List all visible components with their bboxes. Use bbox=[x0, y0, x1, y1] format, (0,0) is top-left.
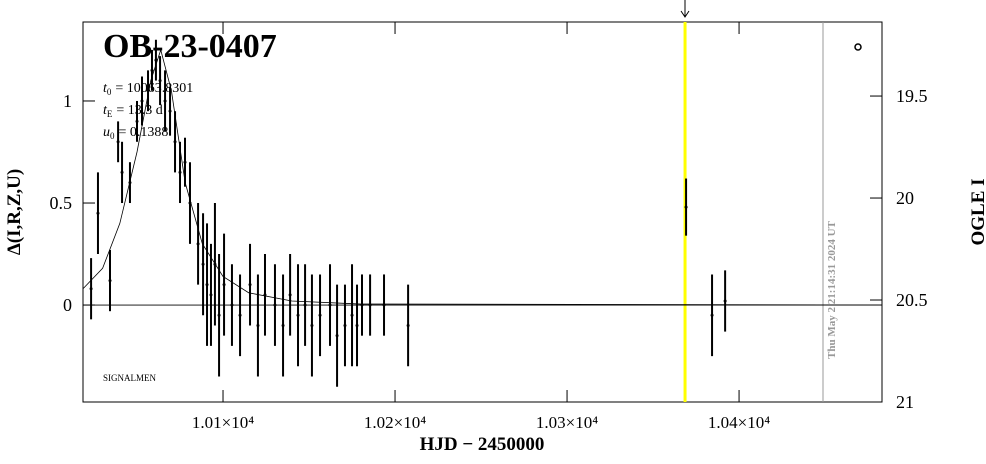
data-point bbox=[116, 140, 120, 144]
y-axis-label: Δ(I,R,Z,U) bbox=[4, 169, 25, 255]
data-point bbox=[178, 170, 182, 174]
param-text: = 10063.8301 bbox=[115, 81, 193, 96]
data-point bbox=[710, 313, 714, 317]
data-point bbox=[310, 323, 314, 327]
param-sub: E bbox=[107, 109, 113, 119]
y2-tick-label: 19.5 bbox=[896, 86, 928, 106]
param-text: = 13.3 d bbox=[116, 103, 162, 118]
x-tick-label: 1.02×10⁴ bbox=[364, 413, 426, 432]
data-point bbox=[288, 293, 292, 297]
param-sub: 0 bbox=[107, 87, 112, 97]
y-tick-label: 0.5 bbox=[50, 193, 73, 213]
data-point bbox=[263, 293, 267, 297]
timestamp: Thu May 2 21:14:31 2024 UT bbox=[826, 220, 838, 358]
data-point bbox=[140, 99, 144, 103]
x-tick-label: 1.03×10⁴ bbox=[536, 413, 598, 432]
y2-tick-label: 20 bbox=[896, 188, 914, 208]
marker-circle bbox=[854, 43, 862, 51]
data-point bbox=[217, 313, 221, 317]
data-point bbox=[230, 303, 234, 307]
data-point bbox=[168, 109, 172, 113]
param-symbol: t bbox=[103, 81, 108, 96]
data-point bbox=[343, 323, 347, 327]
data-point bbox=[335, 334, 339, 338]
data-point bbox=[318, 313, 322, 317]
data-point bbox=[256, 323, 260, 327]
y-tick-label: 0 bbox=[63, 295, 72, 315]
data-point bbox=[188, 201, 192, 205]
data-point bbox=[146, 89, 150, 93]
data-point bbox=[684, 205, 688, 209]
data-point bbox=[89, 287, 93, 291]
data-point bbox=[201, 262, 205, 266]
data-point bbox=[355, 323, 359, 327]
y2-tick-label: 21 bbox=[896, 392, 914, 412]
data-point bbox=[368, 303, 372, 307]
data-point bbox=[360, 303, 364, 307]
data-point bbox=[120, 170, 124, 174]
data-point bbox=[213, 262, 217, 266]
annotation: SIGNALMEN bbox=[103, 373, 156, 383]
data-point bbox=[135, 119, 139, 123]
data-point bbox=[163, 99, 167, 103]
param: tE = 13.3 d bbox=[103, 103, 163, 119]
data-point bbox=[406, 323, 410, 327]
data-point bbox=[273, 303, 277, 307]
data-point bbox=[723, 299, 727, 303]
data-point bbox=[238, 313, 242, 317]
data-point bbox=[150, 68, 154, 72]
data-point bbox=[350, 313, 354, 317]
data-point bbox=[96, 211, 100, 215]
data-point bbox=[158, 79, 162, 83]
data-point bbox=[154, 58, 158, 62]
plot-frame bbox=[82, 21, 883, 403]
arrow-head bbox=[680, 10, 690, 18]
data-point bbox=[196, 242, 200, 246]
data-point bbox=[222, 283, 226, 287]
param-symbol: t bbox=[103, 103, 108, 118]
param: t0 = 10063.8301 bbox=[103, 81, 193, 97]
data-point bbox=[296, 313, 300, 317]
model-curve bbox=[82, 48, 883, 306]
x-tick-label: 1.04×10⁴ bbox=[708, 413, 770, 432]
y-tick-label: 1 bbox=[63, 91, 72, 111]
data-point bbox=[248, 283, 252, 287]
data-point bbox=[108, 279, 112, 283]
data-point bbox=[205, 283, 209, 287]
chart-title: OB-23-0407 bbox=[103, 28, 277, 65]
data-point bbox=[281, 323, 285, 327]
data-point bbox=[303, 303, 307, 307]
data-point bbox=[128, 181, 132, 185]
param-sub: 0 bbox=[110, 131, 115, 141]
y2-axis-label: OGLE I bbox=[968, 178, 986, 245]
param: u0 = 0.1388 bbox=[103, 125, 168, 141]
y2-tick-label: 20.5 bbox=[896, 290, 928, 310]
x-tick-label: 1.01×10⁴ bbox=[192, 413, 254, 432]
data-point bbox=[173, 140, 177, 144]
data-point bbox=[209, 293, 213, 297]
data-point bbox=[382, 303, 386, 307]
param-symbol: u bbox=[103, 125, 110, 140]
data-point bbox=[183, 160, 187, 164]
data-point bbox=[328, 303, 332, 307]
x-axis-label: HJD − 2450000 bbox=[420, 434, 545, 455]
param-text: = 0.1388 bbox=[119, 125, 169, 140]
